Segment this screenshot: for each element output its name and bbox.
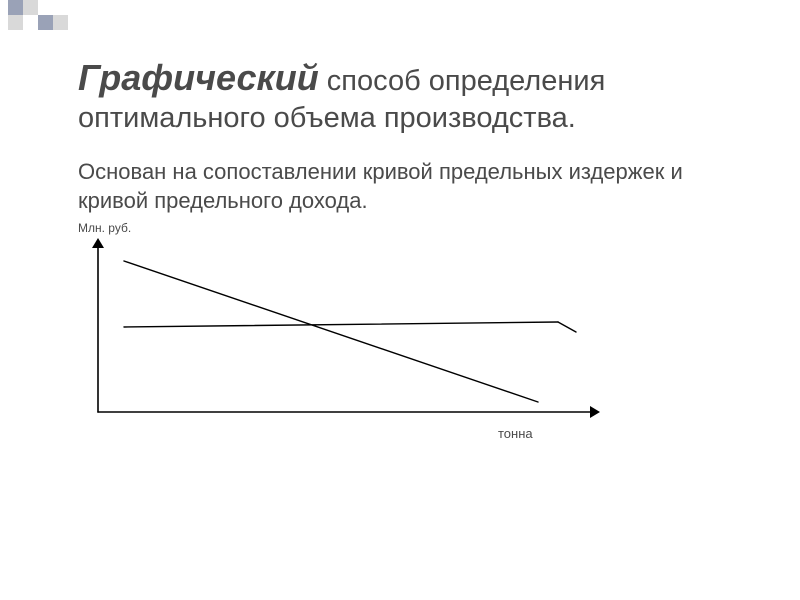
decor-block: [53, 15, 68, 30]
decor-block: [23, 0, 38, 15]
decor-block: [8, 0, 23, 15]
line-chart: [78, 237, 618, 432]
x-axis-arrow-icon: [590, 406, 600, 418]
chart-container: Млн. руб. тонна: [78, 221, 740, 432]
y-axis-label: Млн. руб.: [78, 221, 740, 235]
slide-subtitle: Основан на сопоставлении кривой предельн…: [78, 158, 740, 215]
descending-line: [124, 261, 538, 402]
y-axis-arrow-icon: [92, 238, 104, 248]
flat-line-tail: [558, 322, 576, 332]
decor-block: [8, 15, 23, 30]
flat-line: [124, 322, 558, 327]
x-axis-label: тонна: [498, 426, 533, 441]
slide-title: Графический способ определения оптимальн…: [78, 55, 740, 136]
decor-block: [38, 15, 53, 30]
slide-corner-decoration: [0, 0, 140, 40]
title-emphasis: Графический: [78, 57, 319, 98]
slide-content: Графический способ определения оптимальн…: [0, 0, 800, 432]
